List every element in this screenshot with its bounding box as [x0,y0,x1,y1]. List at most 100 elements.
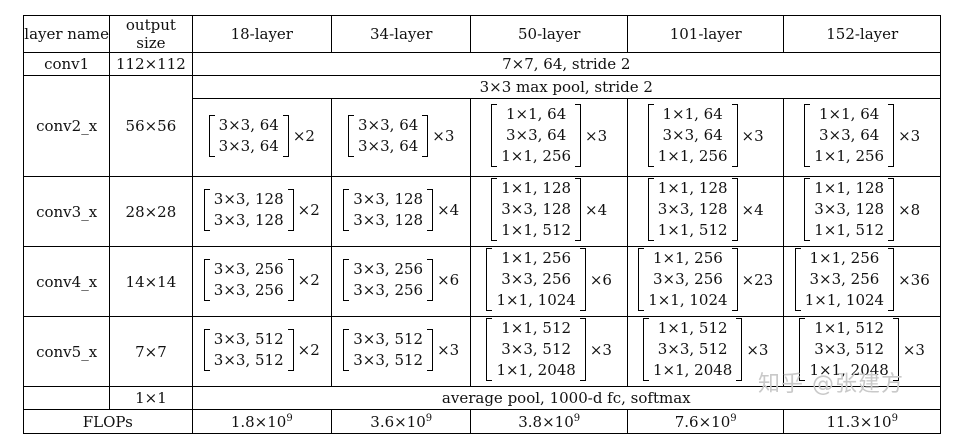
block-layers: 1×1, 64 3×3, 64 1×1, 256 [810,104,888,167]
flops-row: FLOPs 1.8×109 3.6×109 3.8×109 7.6×109 11.3×10… [23,409,941,434]
right-bracket [282,114,289,157]
right-bracket [731,248,738,311]
output-size: 28×28 [109,176,193,247]
flops-value: 1.8×109 [191,409,333,434]
block-layer-line: 1×1, 64 [662,105,723,123]
block-config-cell: 1×1, 512 3×3, 512 1×1, 2048 ×3 [470,316,628,387]
stage-row: conv4_x 14×14 3×3, 256 3×3, 256 ×2 3×3, 256 3×… [22,246,941,317]
left-bracket [208,114,215,157]
block-config-cell: 3×3, 128 3×3, 128 ×2 [191,176,333,247]
block-layer-line: 1×1, 512 [814,221,885,239]
block-layers: 1×1, 512 3×3, 512 1×1, 2048 [805,318,892,381]
block-config-cell: 1×1, 128 3×3, 128 1×1, 512 ×4 [470,176,628,247]
residual-block: 3×3, 128 3×3, 128 ×4 [343,188,459,231]
block-layer-line: 3×3, 128 [213,189,284,208]
block-layers: 1×1, 128 3×3, 128 1×1, 512 [654,178,732,241]
block-layer-line: 1×1, 512 [501,221,572,239]
header-cell: 101-layer [626,15,785,53]
block-config-cell: 1×1, 256 3×3, 256 1×1, 1024 ×36 [783,246,941,317]
block-config-cell: 1×1, 512 3×3, 512 1×1, 2048 ×3 [626,316,785,387]
bracket-group: 3×3, 512 3×3, 512 [203,328,294,371]
residual-block: 1×1, 64 3×3, 64 1×1, 256 ×3 [804,104,920,167]
block-layer-line: 3×3, 128 [213,210,284,229]
layer-name: conv2_x [22,75,111,177]
output-size: 1×1 [109,386,193,410]
residual-block: 1×1, 128 3×3, 128 1×1, 512 ×8 [804,178,920,241]
bracket-group: 1×1, 64 3×3, 64 1×1, 256 [647,104,738,167]
block-layer-line: 3×3, 128 [814,200,885,218]
conv1-config: 7×7, 64, stride 2 [191,52,942,76]
bracket-group: 3×3, 512 3×3, 512 [343,328,434,371]
block-layer-line: 1×1, 128 [814,179,885,197]
block-config-cell: 1×1, 64 3×3, 64 1×1, 256 ×3 [783,98,941,177]
block-config-cell: 1×1, 512 3×3, 512 1×1, 2048 ×3 [783,316,941,387]
left-bracket [343,328,350,371]
bracket-group: 1×1, 512 3×3, 512 1×1, 2048 [642,318,743,381]
block-layer-line: 3×3, 64 [218,136,279,155]
flops-mantissa: 3.8×10 [518,412,574,431]
layer-name: conv1 [22,52,111,76]
block-config-cell: 1×1, 256 3×3, 256 1×1, 1024 ×6 [470,246,628,317]
residual-block: 1×1, 256 3×3, 256 1×1, 1024 ×6 [486,248,612,311]
block-layers: 3×3, 64 3×3, 64 [215,115,283,157]
right-bracket [287,328,294,371]
block-layer-line: 3×3, 256 [213,280,284,299]
block-layer-line: 1×1, 256 [814,147,885,165]
block-layer-line: 3×3, 128 [353,189,424,208]
bracket-group: 3×3, 64 3×3, 64 [208,114,289,157]
block-layer-line: 3×3, 128 [501,200,572,218]
pool-row: conv2_x 56×56 3×3 max pool, stride 2 [22,75,942,177]
left-bracket [647,178,654,241]
right-bracket [427,258,434,301]
left-bracket [486,318,493,381]
resnet-architecture-table: layer name output size 18-layer 34-layer… [22,15,942,434]
block-multiplier: ×2 [297,200,320,219]
block-layers: 3×3, 512 3×3, 512 [349,329,427,371]
block-layer-line: 3×3, 128 [353,210,424,229]
bracket-group: 1×1, 256 3×3, 256 1×1, 1024 [486,248,586,311]
bracket-group: 1×1, 64 3×3, 64 1×1, 256 [804,104,895,167]
right-bracket [579,318,586,381]
block-multiplier: ×3 [437,340,460,359]
block-config-cell: 1×1, 256 3×3, 256 1×1, 1024 ×23 [626,246,785,317]
block-multiplier: ×36 [898,270,930,289]
block-layers: 3×3, 128 3×3, 128 [210,189,288,231]
block-multiplier: ×3 [585,126,608,145]
block-multiplier: ×3 [746,340,769,359]
stage-row: 3×3, 64 3×3, 64 ×2 3×3, 64 3×3, 64 ×3 1×1, 64 3… [24,98,941,177]
flops-label: FLOPs [23,409,193,434]
header-cell: 34-layer [330,15,472,53]
left-bracket [804,178,811,241]
block-multiplier: ×2 [297,340,320,359]
left-bracket [203,328,210,371]
layer-name [22,386,111,410]
block-layer-line: 1×1, 2048 [652,361,733,379]
block-layer-line: 1×1, 256 [501,249,572,267]
bracket-group: 3×3, 64 3×3, 64 [348,114,429,157]
block-config-cell: 3×3, 64 3×3, 64 ×3 [330,98,472,177]
bracket-group: 1×1, 128 3×3, 128 1×1, 512 [491,178,582,241]
block-layer-line: 1×1, 1024 [648,291,728,309]
header-cell: 50-layer [470,15,628,53]
block-layer-line: 3×3, 512 [353,350,424,369]
block-multiplier: ×4 [741,200,764,219]
block-layer-line: 1×1, 256 [501,147,572,165]
left-bracket [486,248,493,311]
block-layer-line: 3×3, 512 [353,329,424,348]
block-layers: 1×1, 64 3×3, 64 1×1, 256 [497,104,575,167]
block-config-cell: 1×1, 64 3×3, 64 1×1, 256 ×3 [626,98,785,177]
left-bracket [638,248,645,311]
bracket-group: 3×3, 128 3×3, 128 [203,188,294,231]
block-layers: 3×3, 128 3×3, 128 [349,189,427,231]
residual-block: 1×1, 512 3×3, 512 1×1, 2048 ×3 [799,318,925,381]
right-bracket [575,104,582,167]
block-multiplier: ×3 [898,126,921,145]
block-layer-line: 3×3, 64 [358,136,419,155]
flops-mantissa: 11.3×10 [826,412,892,431]
residual-block: 1×1, 512 3×3, 512 1×1, 2048 ×3 [642,318,769,381]
block-layers: 3×3, 256 3×3, 256 [210,259,288,301]
block-config-cell: 3×3, 128 3×3, 128 ×4 [330,176,472,247]
right-bracket [888,248,895,311]
right-bracket [427,328,434,371]
bracket-group: 3×3, 256 3×3, 256 [343,258,434,301]
